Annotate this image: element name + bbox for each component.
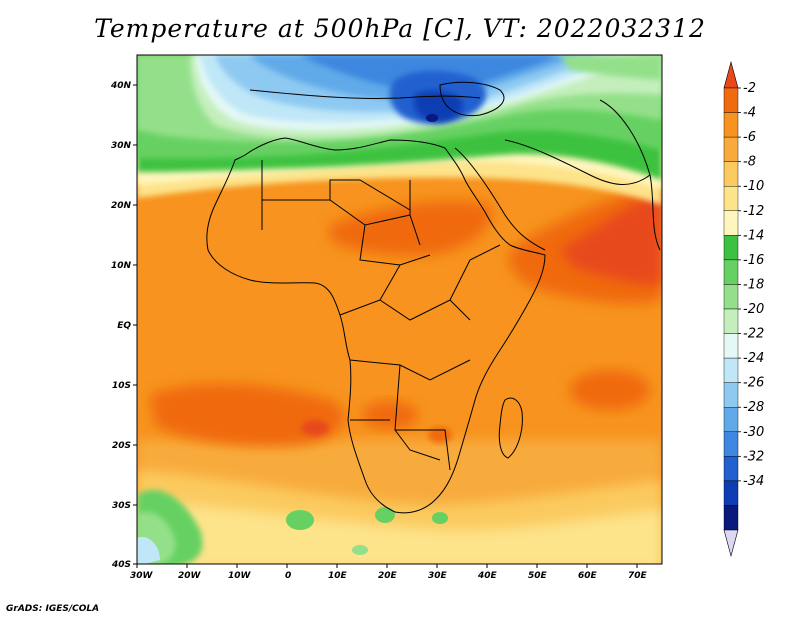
colorbar-label: -26 xyxy=(743,376,764,391)
x-tick-label: 20E xyxy=(378,571,398,581)
credit-text: GrADS: IGES/COLA xyxy=(6,604,100,614)
colorbar-swatch xyxy=(723,308,739,334)
colorbar-label: -30 xyxy=(743,425,764,440)
colorbar-label: -10 xyxy=(743,179,764,194)
x-tick-label: 30E xyxy=(428,571,448,581)
y-tick-label: 40S xyxy=(111,560,131,570)
y-tick-label: 10N xyxy=(111,261,132,271)
x-tick-label: 20W xyxy=(178,571,202,581)
colorbar-swatch xyxy=(723,210,739,236)
x-tick-label: 0 xyxy=(285,571,291,581)
y-tick-label: 20N xyxy=(111,201,132,211)
colorbar-label: -6 xyxy=(743,130,756,145)
y-tick-label: 30N xyxy=(111,141,132,151)
colorbar-swatch xyxy=(723,357,739,383)
colorbar-label: -2 xyxy=(743,81,756,96)
x-tick-label: 10W xyxy=(228,571,252,581)
x-axis-labels: 30W 20W 10W 0 10E 20E 30E 40E 50E 60E 70… xyxy=(130,571,648,581)
colorbar-label: -4 xyxy=(743,106,756,121)
y-tick-label: 10S xyxy=(112,381,131,391)
x-tick-label: 60E xyxy=(578,571,598,581)
colorbar-label: -16 xyxy=(743,253,764,268)
colorbar-label: -28 xyxy=(743,400,764,415)
x-tick-label: 10E xyxy=(328,571,348,581)
colorbar-swatch xyxy=(723,333,739,359)
temperature-field xyxy=(137,55,662,564)
y-tick-label: 40N xyxy=(110,81,132,91)
colorbar-swatch xyxy=(723,136,739,162)
x-tick-label: 70E xyxy=(628,571,648,581)
x-tick-label: 30W xyxy=(130,571,154,581)
colorbar-label: -22 xyxy=(743,327,764,342)
colorbar-swatch xyxy=(723,161,739,187)
y-tick-label: 30S xyxy=(112,501,131,511)
colorbar-swatch xyxy=(723,186,739,211)
colorbar-swatch xyxy=(723,407,739,432)
colorbar-top-arrow xyxy=(723,60,739,89)
colorbar-swatch xyxy=(723,456,739,482)
colorbar-swatch xyxy=(723,87,739,113)
colorbar-label: -20 xyxy=(743,302,764,317)
colorbar-label: -24 xyxy=(743,351,764,366)
axis-ticks xyxy=(133,84,638,568)
colorbar-swatch xyxy=(723,112,739,138)
colorbar: -2 -4 -6 -8 -10 -12 -14 -16 -18 -20 -22 -24 -26 -28 -3… xyxy=(723,60,764,558)
colorbar-swatch xyxy=(723,431,739,457)
colorbar-label: -32 xyxy=(743,449,764,464)
coastlines xyxy=(206,81,661,514)
colorbar-swatch xyxy=(723,259,739,285)
x-tick-label: 50E xyxy=(528,571,548,581)
map-title: Temperature at 500hPa [C], VT: 202203231… xyxy=(94,14,706,43)
colorbar-swatch xyxy=(723,235,739,261)
colorbar-label: -18 xyxy=(743,277,764,292)
colorbar-label: -8 xyxy=(743,155,756,170)
y-tick-label: 20S xyxy=(112,441,131,451)
colorbar-swatch xyxy=(723,382,739,408)
colorbar-label: -34 xyxy=(743,474,764,489)
colorbar-swatch xyxy=(723,505,739,531)
plot-frame xyxy=(136,54,663,565)
x-tick-label: 40E xyxy=(477,571,498,581)
colorbar-swatch xyxy=(723,284,739,310)
colorbar-label: -14 xyxy=(743,228,764,243)
colorbar-bottom-arrow xyxy=(723,529,739,558)
y-axis-labels: 40N 30N 20N 10N EQ 10S 20S 30S 40S xyxy=(110,81,132,570)
y-tick-label: EQ xyxy=(117,321,131,331)
colorbar-label: -12 xyxy=(743,204,764,219)
colorbar-swatch xyxy=(723,480,739,506)
